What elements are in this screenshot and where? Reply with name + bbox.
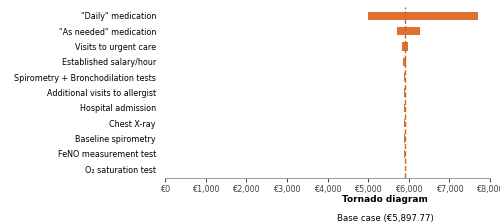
Text: Base case (€5,897.77): Base case (€5,897.77): [336, 214, 434, 223]
Bar: [404, 104, 405, 112]
Bar: [404, 58, 406, 66]
Bar: [404, 119, 405, 127]
Bar: [402, 42, 408, 51]
Bar: [368, 12, 478, 20]
Bar: [396, 27, 420, 35]
Bar: [404, 88, 405, 97]
Bar: [404, 73, 406, 81]
Text: Tornado diagram: Tornado diagram: [342, 195, 428, 204]
